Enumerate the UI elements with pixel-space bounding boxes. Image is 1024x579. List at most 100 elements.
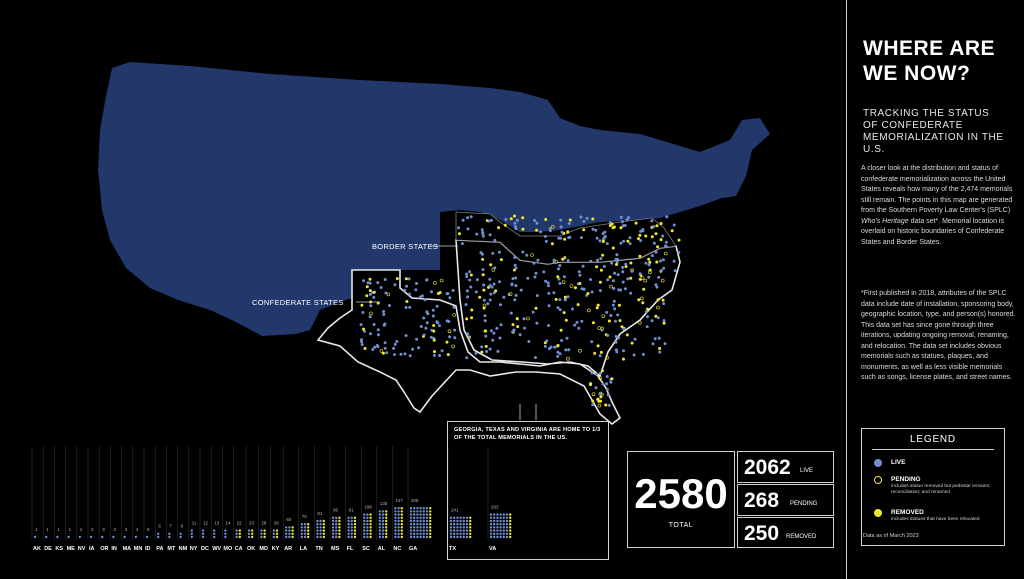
memorial-dot — [488, 277, 492, 281]
confederate-states-label: CONFEDERATE STATES — [252, 298, 344, 307]
bar-dot — [502, 516, 505, 519]
bar-dot — [335, 535, 338, 539]
memorial-dot — [546, 281, 550, 285]
live-box: 2062 LIVE — [737, 451, 834, 483]
memorial-dot — [598, 289, 602, 293]
bar-dot — [462, 519, 465, 523]
memorial-dot — [438, 354, 442, 357]
bar-category-label: DC — [201, 546, 209, 552]
bar-dot — [422, 513, 425, 516]
bar-dot — [263, 532, 266, 535]
bar-dot — [385, 523, 388, 526]
memorial-dot — [656, 298, 660, 302]
memorial-dot — [535, 221, 539, 225]
memorial-dot — [425, 310, 429, 314]
bar-dot — [201, 535, 205, 539]
bar-dot — [397, 523, 400, 526]
memorial-dot — [598, 376, 602, 380]
bar-dot — [429, 510, 432, 513]
bar-dot — [413, 513, 416, 516]
memorial-dot — [521, 216, 525, 220]
bar-dot — [394, 529, 397, 532]
memorial-dot — [491, 338, 495, 342]
bar-dot — [416, 516, 419, 519]
bar-dot — [462, 516, 465, 519]
bar-dot — [489, 513, 493, 516]
bar-dot — [493, 513, 496, 516]
removed-label: REMOVED — [786, 534, 817, 540]
memorial-dot — [404, 334, 408, 337]
memorial-dot — [376, 281, 380, 285]
bar-category-label: ID — [145, 546, 151, 552]
bar-or: 3 OR — [98, 446, 108, 552]
memorial-dot — [664, 240, 668, 244]
memorial-dot — [393, 342, 397, 346]
memorial-dot — [368, 289, 372, 293]
memorial-dot — [647, 275, 651, 279]
bar-dot — [78, 535, 82, 539]
memorial-dot — [613, 307, 617, 311]
memorial-dot — [672, 259, 676, 263]
bar-dot — [353, 532, 357, 535]
bar-value-label: 3 — [125, 527, 128, 532]
memorial-dot — [379, 349, 384, 353]
bar-value-label: 3 — [102, 527, 105, 532]
memorial-dot — [383, 278, 387, 281]
bar-dot — [331, 516, 335, 519]
memorial-dot — [513, 214, 516, 218]
memorial-dot — [382, 310, 386, 313]
memorial-dot — [536, 258, 540, 262]
bar-dot — [363, 535, 366, 539]
memorial-dot — [513, 298, 517, 302]
bar-value-label: 12 — [203, 520, 209, 525]
bar-dot — [397, 519, 400, 523]
legend-live-label: LIVE — [891, 459, 906, 466]
memorial-dot — [518, 333, 522, 337]
memorial-dot — [585, 216, 589, 220]
bar-dot — [422, 519, 425, 523]
memorial-dot — [670, 229, 674, 233]
memorial-dot — [644, 310, 648, 314]
memorial-dot — [677, 238, 681, 242]
bar-dot — [489, 532, 493, 535]
callout-box: GEORGIA, TEXAS AND VIRGINIA ARE HOME TO … — [447, 421, 609, 560]
memorial-dot — [469, 285, 473, 289]
bar-dot — [429, 526, 432, 529]
bar-value-label: 3 — [113, 527, 116, 532]
bar-value-label: 2 — [91, 527, 94, 532]
bar-dot — [350, 526, 353, 529]
bar-category-label: LA — [300, 546, 307, 552]
memorial-dot — [621, 265, 625, 269]
bar-dot — [347, 526, 350, 529]
bar-dot — [322, 519, 325, 523]
memorial-dot — [559, 218, 563, 222]
bar-dot — [489, 519, 493, 523]
memorial-dot — [586, 292, 590, 295]
memorial-dot — [642, 287, 646, 291]
memorial-dot — [614, 335, 618, 338]
memorial-dot — [452, 313, 457, 317]
bar-dot — [350, 532, 353, 535]
memorial-dot — [392, 346, 396, 350]
memorial-dot — [481, 268, 485, 272]
memorial-dot — [562, 311, 566, 315]
bar-dot — [366, 535, 369, 539]
bar-dot — [369, 535, 372, 539]
memorial-dot — [626, 277, 630, 281]
bar-dot — [338, 535, 341, 539]
memorial-dot — [601, 369, 604, 373]
bar-dot — [224, 535, 227, 539]
total-value: 2580 — [634, 470, 728, 517]
bar-dot — [213, 535, 216, 539]
bar-dot — [453, 523, 456, 526]
bar-dot — [247, 529, 251, 532]
memorial-dot — [492, 331, 496, 335]
bar-dot — [285, 526, 288, 529]
bar-dot — [422, 532, 425, 535]
bar-dot — [496, 516, 499, 519]
memorial-dot — [532, 261, 536, 265]
memorial-dot — [652, 225, 656, 229]
memorial-dot — [547, 324, 550, 327]
bar-dot — [416, 507, 419, 510]
bar-nv: 1 NV — [76, 446, 86, 552]
